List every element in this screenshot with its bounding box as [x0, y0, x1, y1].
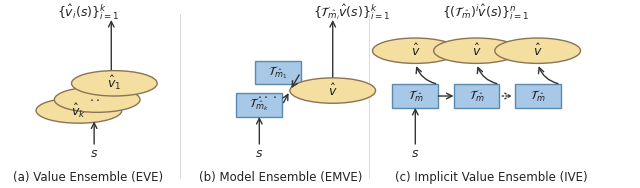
Text: (c) Implicit Value Ensemble (IVE): (c) Implicit Value Ensemble (IVE): [396, 171, 588, 184]
Text: $\hat{v}$: $\hat{v}$: [472, 43, 481, 59]
Text: $\hat{v}$: $\hat{v}$: [533, 43, 543, 59]
Text: $\cdot\cdot\cdot$: $\cdot\cdot\cdot$: [257, 89, 276, 102]
Text: $\{(\mathcal{T}_{\hat{m}})^i\hat{v}(s)\}_{i=1}^n$: $\{(\mathcal{T}_{\hat{m}})^i\hat{v}(s)\}…: [442, 3, 529, 22]
Text: (b) Model Ensemble (EMVE): (b) Model Ensemble (EMVE): [199, 171, 362, 184]
Text: (a) Value Ensemble (EVE): (a) Value Ensemble (EVE): [13, 171, 163, 184]
Circle shape: [72, 71, 157, 96]
Circle shape: [36, 98, 122, 123]
Text: $\mathcal{T}_{\hat{m}_k}$: $\mathcal{T}_{\hat{m}_k}$: [250, 97, 269, 113]
Circle shape: [495, 38, 580, 63]
Text: $\{\mathcal{T}_{\hat{m}_i}\hat{v}(s)\}_{i=1}^k$: $\{\mathcal{T}_{\hat{m}_i}\hat{v}(s)\}_{…: [312, 3, 390, 23]
Circle shape: [54, 87, 140, 112]
FancyBboxPatch shape: [255, 61, 301, 84]
FancyBboxPatch shape: [515, 84, 561, 108]
Text: $\mathcal{T}_{\hat{m}}$: $\mathcal{T}_{\hat{m}}$: [408, 89, 423, 104]
Text: $\mathcal{T}_{\hat{m}_1}$: $\mathcal{T}_{\hat{m}_1}$: [268, 64, 287, 81]
Text: $\mathcal{T}_{\hat{m}}$: $\mathcal{T}_{\hat{m}}$: [468, 89, 484, 104]
Circle shape: [434, 38, 519, 63]
Text: $\{\hat{v}_i(s)\}_{i=1}^k$: $\{\hat{v}_i(s)\}_{i=1}^k$: [57, 3, 119, 22]
Text: $\hat{v}_k$: $\hat{v}_k$: [72, 102, 86, 120]
Text: $\mathcal{T}_{\hat{m}}$: $\mathcal{T}_{\hat{m}}$: [530, 89, 545, 104]
FancyBboxPatch shape: [454, 84, 499, 108]
Text: $s$: $s$: [411, 148, 419, 161]
Text: $s$: $s$: [255, 148, 264, 161]
FancyBboxPatch shape: [236, 93, 282, 117]
Text: $\cdot\cdot$: $\cdot\cdot$: [88, 93, 100, 106]
Text: $\hat{v}_1$: $\hat{v}_1$: [108, 74, 122, 92]
Text: $\hat{v}$: $\hat{v}$: [410, 43, 420, 59]
FancyBboxPatch shape: [392, 84, 438, 108]
Text: $s$: $s$: [90, 148, 99, 161]
Circle shape: [290, 78, 376, 103]
Circle shape: [372, 38, 458, 63]
Text: $\hat{v}$: $\hat{v}$: [328, 83, 337, 99]
